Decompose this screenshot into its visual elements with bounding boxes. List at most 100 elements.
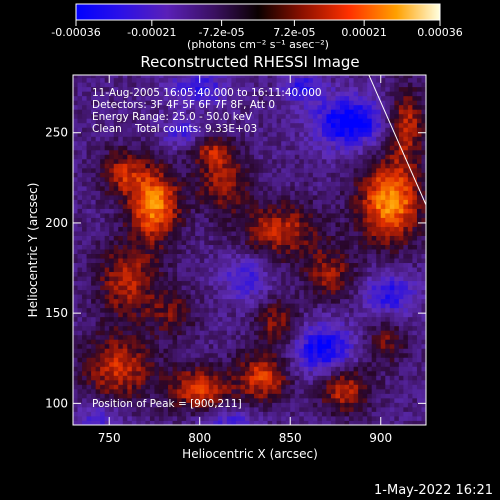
heatmap-cell	[109, 280, 115, 286]
heatmap-cell	[118, 415, 124, 421]
heatmap-cell	[222, 280, 228, 286]
heatmap-cell	[104, 217, 110, 223]
heatmap-cell	[376, 154, 382, 160]
heatmap-cell	[181, 167, 187, 173]
heatmap-cell	[168, 312, 173, 318]
heatmap-cell	[254, 375, 259, 381]
heatmap-cell	[398, 397, 404, 403]
heatmap-cell	[235, 393, 241, 399]
heatmap-cell	[213, 172, 219, 178]
heatmap-cell	[385, 420, 391, 425]
heatmap-cell	[267, 244, 273, 250]
heatmap-cell	[299, 321, 305, 327]
heatmap-cell	[303, 334, 309, 340]
heatmap-cell	[149, 370, 155, 376]
heatmap-cell	[290, 406, 296, 412]
heatmap-cell	[158, 388, 164, 394]
heatmap-cell	[394, 271, 400, 277]
heatmap-cell	[122, 393, 128, 399]
heatmap-cell	[122, 406, 128, 412]
heatmap-cell	[158, 208, 164, 214]
heatmap-cell	[213, 343, 219, 349]
heatmap-cell	[190, 235, 196, 241]
heatmap-cell	[258, 267, 264, 273]
heatmap-cell	[353, 163, 359, 169]
heatmap-cell	[367, 379, 373, 385]
heatmap-cell	[258, 136, 264, 142]
heatmap-cell	[104, 321, 110, 327]
heatmap-cell	[349, 149, 354, 155]
heatmap-cell	[389, 235, 395, 241]
heatmap-cell	[231, 249, 237, 255]
heatmap-cell	[190, 294, 196, 300]
heatmap-cell	[217, 253, 223, 259]
heatmap-cell	[326, 397, 332, 403]
heatmap-cell	[127, 298, 133, 304]
heatmap-cell	[308, 280, 314, 286]
heatmap-cell	[122, 231, 128, 236]
heatmap-cell	[186, 357, 192, 363]
heatmap-cell	[281, 172, 287, 178]
heatmap-cell	[249, 181, 255, 187]
heatmap-cell	[231, 203, 237, 209]
heatmap-cell	[317, 375, 323, 381]
heatmap-cell	[235, 176, 241, 182]
heatmap-cell	[276, 222, 282, 227]
heatmap-cell	[113, 163, 119, 169]
heatmap-cell	[136, 222, 142, 227]
heatmap-cell	[168, 181, 173, 187]
heatmap-cell	[163, 375, 169, 381]
heatmap-cell	[226, 298, 232, 304]
heatmap-cell	[122, 415, 128, 421]
heatmap-cell	[358, 208, 364, 214]
heatmap-cell	[308, 343, 314, 349]
heatmap-cell	[403, 231, 409, 236]
heatmap-cell	[421, 348, 426, 354]
heatmap-cell	[276, 312, 282, 318]
heatmap-cell	[226, 226, 232, 232]
heatmap-cell	[177, 307, 183, 313]
heatmap-cell	[335, 339, 341, 345]
heatmap-cell	[131, 190, 137, 196]
heatmap-cell	[100, 154, 106, 160]
heatmap-cell	[349, 370, 354, 376]
heatmap-cell	[303, 253, 309, 259]
heatmap-cell	[118, 321, 124, 327]
heatmap-cell	[340, 181, 345, 187]
heatmap-cell	[294, 231, 300, 236]
heatmap-cell	[294, 298, 300, 304]
heatmap-cell	[127, 276, 133, 282]
heatmap-cell	[407, 140, 413, 146]
heatmap-cell	[249, 154, 255, 160]
heatmap-cell	[217, 352, 223, 358]
heatmap-cell	[303, 361, 309, 367]
heatmap-cell	[358, 388, 364, 394]
heatmap-cell	[362, 262, 368, 268]
heatmap-cell	[109, 420, 115, 425]
heatmap-cell	[118, 199, 124, 205]
heatmap-cell	[199, 294, 205, 300]
heatmap-cell	[376, 397, 382, 403]
heatmap-cell	[186, 244, 192, 250]
heatmap-cell	[281, 294, 287, 300]
heatmap-cell	[222, 149, 228, 155]
heatmap-cell	[258, 289, 264, 295]
heatmap-cell	[109, 231, 115, 236]
heatmap-cell	[340, 194, 345, 200]
heatmap-cell	[303, 136, 309, 142]
heatmap-cell	[344, 307, 350, 313]
heatmap-cell	[285, 240, 291, 245]
heatmap-cell	[127, 330, 133, 336]
heatmap-cell	[145, 339, 151, 345]
heatmap-cell	[91, 172, 97, 178]
heatmap-cell	[371, 276, 377, 282]
heatmap-cell	[91, 231, 97, 236]
heatmap-cell	[122, 294, 128, 300]
heatmap-cell	[113, 330, 119, 336]
heatmap-cell	[290, 222, 296, 227]
colorbar-tick-label: 7.2e-05	[273, 26, 315, 39]
heatmap-cell	[308, 357, 314, 363]
heatmap-cell	[353, 244, 359, 250]
heatmap-cell	[163, 181, 169, 187]
heatmap-cell	[358, 325, 364, 331]
